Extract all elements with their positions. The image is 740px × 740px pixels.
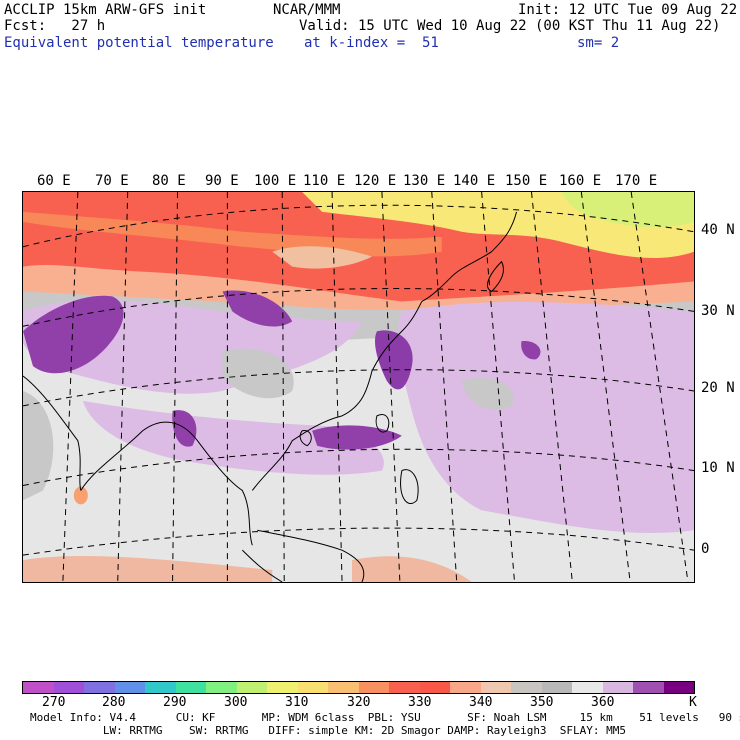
lat-label: 0: [701, 541, 710, 557]
coastline: [299, 430, 312, 447]
colorbar-swatch: [511, 682, 542, 693]
colorbar-swatch: [53, 682, 84, 693]
purple-patch: [521, 341, 541, 360]
colorbar-swatch: [541, 682, 572, 693]
colorbar-swatch: [419, 682, 450, 693]
organization: NCAR/MMM: [273, 2, 341, 18]
colorbar-label: 280: [102, 695, 126, 710]
coastline: [400, 469, 419, 504]
colorbar-label: 350: [530, 695, 554, 710]
colorbar-swatch: [206, 682, 237, 693]
coastline: [23, 375, 82, 491]
colorbar-label: 320: [347, 695, 371, 710]
lavender-south: [82, 400, 384, 475]
lon-label: 70 E: [95, 173, 129, 189]
salmon-south: [352, 556, 472, 582]
field-name: Equivalent potential temperature: [4, 35, 274, 51]
colorbar-label: 270: [42, 695, 66, 710]
model-info-line1: Model Info: V4.4 CU: KF MP: WDM 6class P…: [30, 711, 740, 724]
lon-label: 110 E: [303, 173, 346, 189]
purple-patch: [222, 290, 293, 327]
colorbar-swatch: [389, 682, 420, 693]
latitude-line: [23, 204, 694, 248]
colorbar-swatch: [450, 682, 481, 693]
colorbar-label: 340: [469, 695, 493, 710]
colorbar-swatch: [663, 682, 694, 693]
gray-patch: [23, 390, 54, 501]
longitude-line: [630, 192, 689, 582]
lon-label: 60 E: [37, 173, 71, 189]
coastline: [375, 414, 390, 433]
colorbar-swatch: [267, 682, 298, 693]
grid-lines: [23, 192, 694, 582]
smoothing: sm= 2: [577, 35, 620, 51]
colorbar-swatch: [572, 682, 603, 693]
theta-e-map: [22, 191, 695, 583]
colorbar-swatch: [145, 682, 176, 693]
lat-label: 10 N: [701, 460, 735, 476]
colorbar-swatch: [84, 682, 115, 693]
lon-label: 160 E: [559, 173, 602, 189]
lon-label: 170 E: [615, 173, 658, 189]
latitude-line: [23, 448, 694, 486]
gray-patch: [222, 348, 294, 399]
colorbar-label: 300: [224, 695, 248, 710]
valid-time: Valid: 15 UTC Wed 10 Aug 22 (00 KST Thu …: [299, 18, 721, 34]
colorbar-swatch: [358, 682, 389, 693]
model-title: ACCLIP 15km ARW-GFS init: [4, 2, 207, 18]
colorbar-label: 290: [163, 695, 187, 710]
salmon-south: [23, 555, 273, 582]
colorbar-swatch: [297, 682, 328, 693]
colorbar-label: 330: [408, 695, 432, 710]
coastline: [487, 260, 505, 293]
model-info-line2: LW: RRTMG SW: RRTMG DIFF: simple KM: 2D …: [30, 724, 627, 737]
latitude-line: [23, 369, 694, 407]
lon-label: 100 E: [254, 173, 297, 189]
level-index: at k-index = 51: [304, 35, 439, 51]
lon-label: 150 E: [505, 173, 548, 189]
coastline: [251, 301, 423, 491]
coastline: [80, 421, 253, 546]
purple-patch: [312, 425, 402, 450]
coastline: [241, 549, 283, 582]
colorbar-swatch: [480, 682, 511, 693]
latitude-line: [23, 288, 694, 327]
purple-patch: [374, 330, 413, 390]
orange-strip: [23, 211, 442, 257]
colorbar-label: 360: [591, 695, 615, 710]
latitude-line: [23, 527, 694, 556]
colorbar-swatch: [236, 682, 267, 693]
lat-label: 30 N: [701, 303, 735, 319]
colorbar-swatch: [633, 682, 664, 693]
tan-zone: [272, 246, 372, 269]
init-time: Init: 12 UTC Tue 09 Aug 22: [518, 2, 738, 18]
coastline: [421, 211, 518, 302]
colorbar-label: 310: [285, 695, 309, 710]
coastlines: [23, 211, 518, 582]
lavender-pacific: [397, 301, 694, 533]
colorbar-swatch: [328, 682, 359, 693]
lat-label: 40 N: [701, 222, 735, 238]
colorbar-swatch: [602, 682, 633, 693]
lon-label: 140 E: [453, 173, 496, 189]
purple-tibet: [23, 295, 124, 374]
coastline: [257, 529, 365, 582]
colorbar-swatch: [23, 682, 54, 693]
green-zone: [561, 192, 694, 228]
colorbar-unit: K: [689, 695, 697, 710]
lon-label: 130 E: [403, 173, 446, 189]
lat-label: 20 N: [701, 380, 735, 396]
lon-label: 90 E: [205, 173, 239, 189]
lon-label: 80 E: [152, 173, 186, 189]
hot-spot: [73, 486, 88, 505]
colorbar-swatch: [114, 682, 145, 693]
forecast-hour: Fcst: 27 h: [4, 18, 106, 34]
lon-label: 120 E: [354, 173, 397, 189]
gray-patch: [461, 377, 514, 410]
colorbar: [22, 681, 695, 694]
colorbar-swatch: [175, 682, 206, 693]
